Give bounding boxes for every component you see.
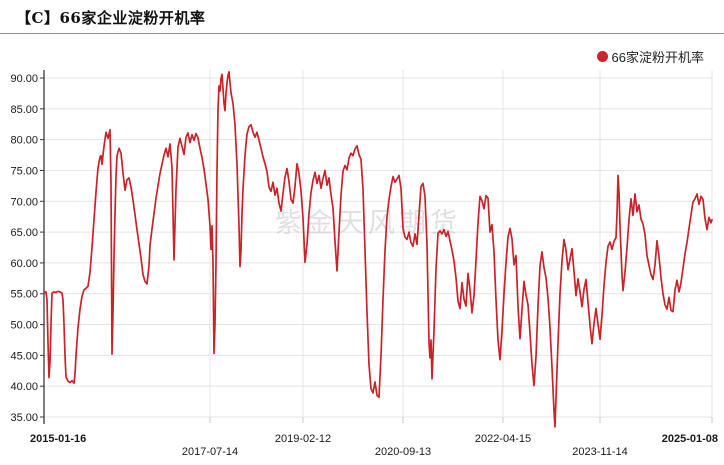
y-tick-label: 40.00 bbox=[10, 381, 38, 393]
y-tick-label: 70.00 bbox=[10, 196, 38, 208]
x-tick-label: 2025-01-08 bbox=[662, 433, 718, 445]
legend-label: 66家淀粉开机率 bbox=[611, 50, 704, 65]
x-tick-label: 2020-09-13 bbox=[375, 446, 431, 458]
series-line bbox=[43, 70, 713, 428]
y-tick-label: 80.00 bbox=[10, 135, 38, 147]
line-chart: 90.00 85.00 80.00 75.00 70.00 65.00 60.00 55.00… bbox=[0, 40, 724, 460]
x-tick-label: 2023-11-14 bbox=[572, 446, 627, 458]
legend-item-starch-rate[interactable]: 66家淀粉开机率 bbox=[596, 47, 704, 66]
x-tick-label: 2017-07-14 bbox=[182, 446, 238, 458]
y-tick-label: 55.00 bbox=[10, 289, 38, 301]
title-divider bbox=[0, 33, 724, 34]
chart-canvas: 90.00 85.00 80.00 75.00 70.00 65.00 60.00 55.00… bbox=[10, 70, 718, 458]
legend-marker-icon bbox=[596, 51, 608, 62]
y-tick-label: 35.00 bbox=[10, 412, 38, 424]
y-tick-label: 85.00 bbox=[10, 104, 38, 116]
y-tick-label: 50.00 bbox=[10, 320, 38, 332]
y-tick-label: 60.00 bbox=[10, 258, 38, 270]
x-tick-label: 2022-04-15 bbox=[475, 433, 531, 445]
y-tick-label: 75.00 bbox=[10, 165, 38, 177]
x-tick-label: 2019-02-12 bbox=[275, 433, 331, 445]
x-tick-label: 2015-01-16 bbox=[30, 433, 86, 445]
y-tick-label: 90.00 bbox=[10, 73, 38, 85]
y-tick-label: 45.00 bbox=[10, 350, 38, 362]
chart-title: 【C】66家企业淀粉开机率 bbox=[16, 9, 206, 27]
y-tick-label: 65.00 bbox=[10, 227, 38, 239]
